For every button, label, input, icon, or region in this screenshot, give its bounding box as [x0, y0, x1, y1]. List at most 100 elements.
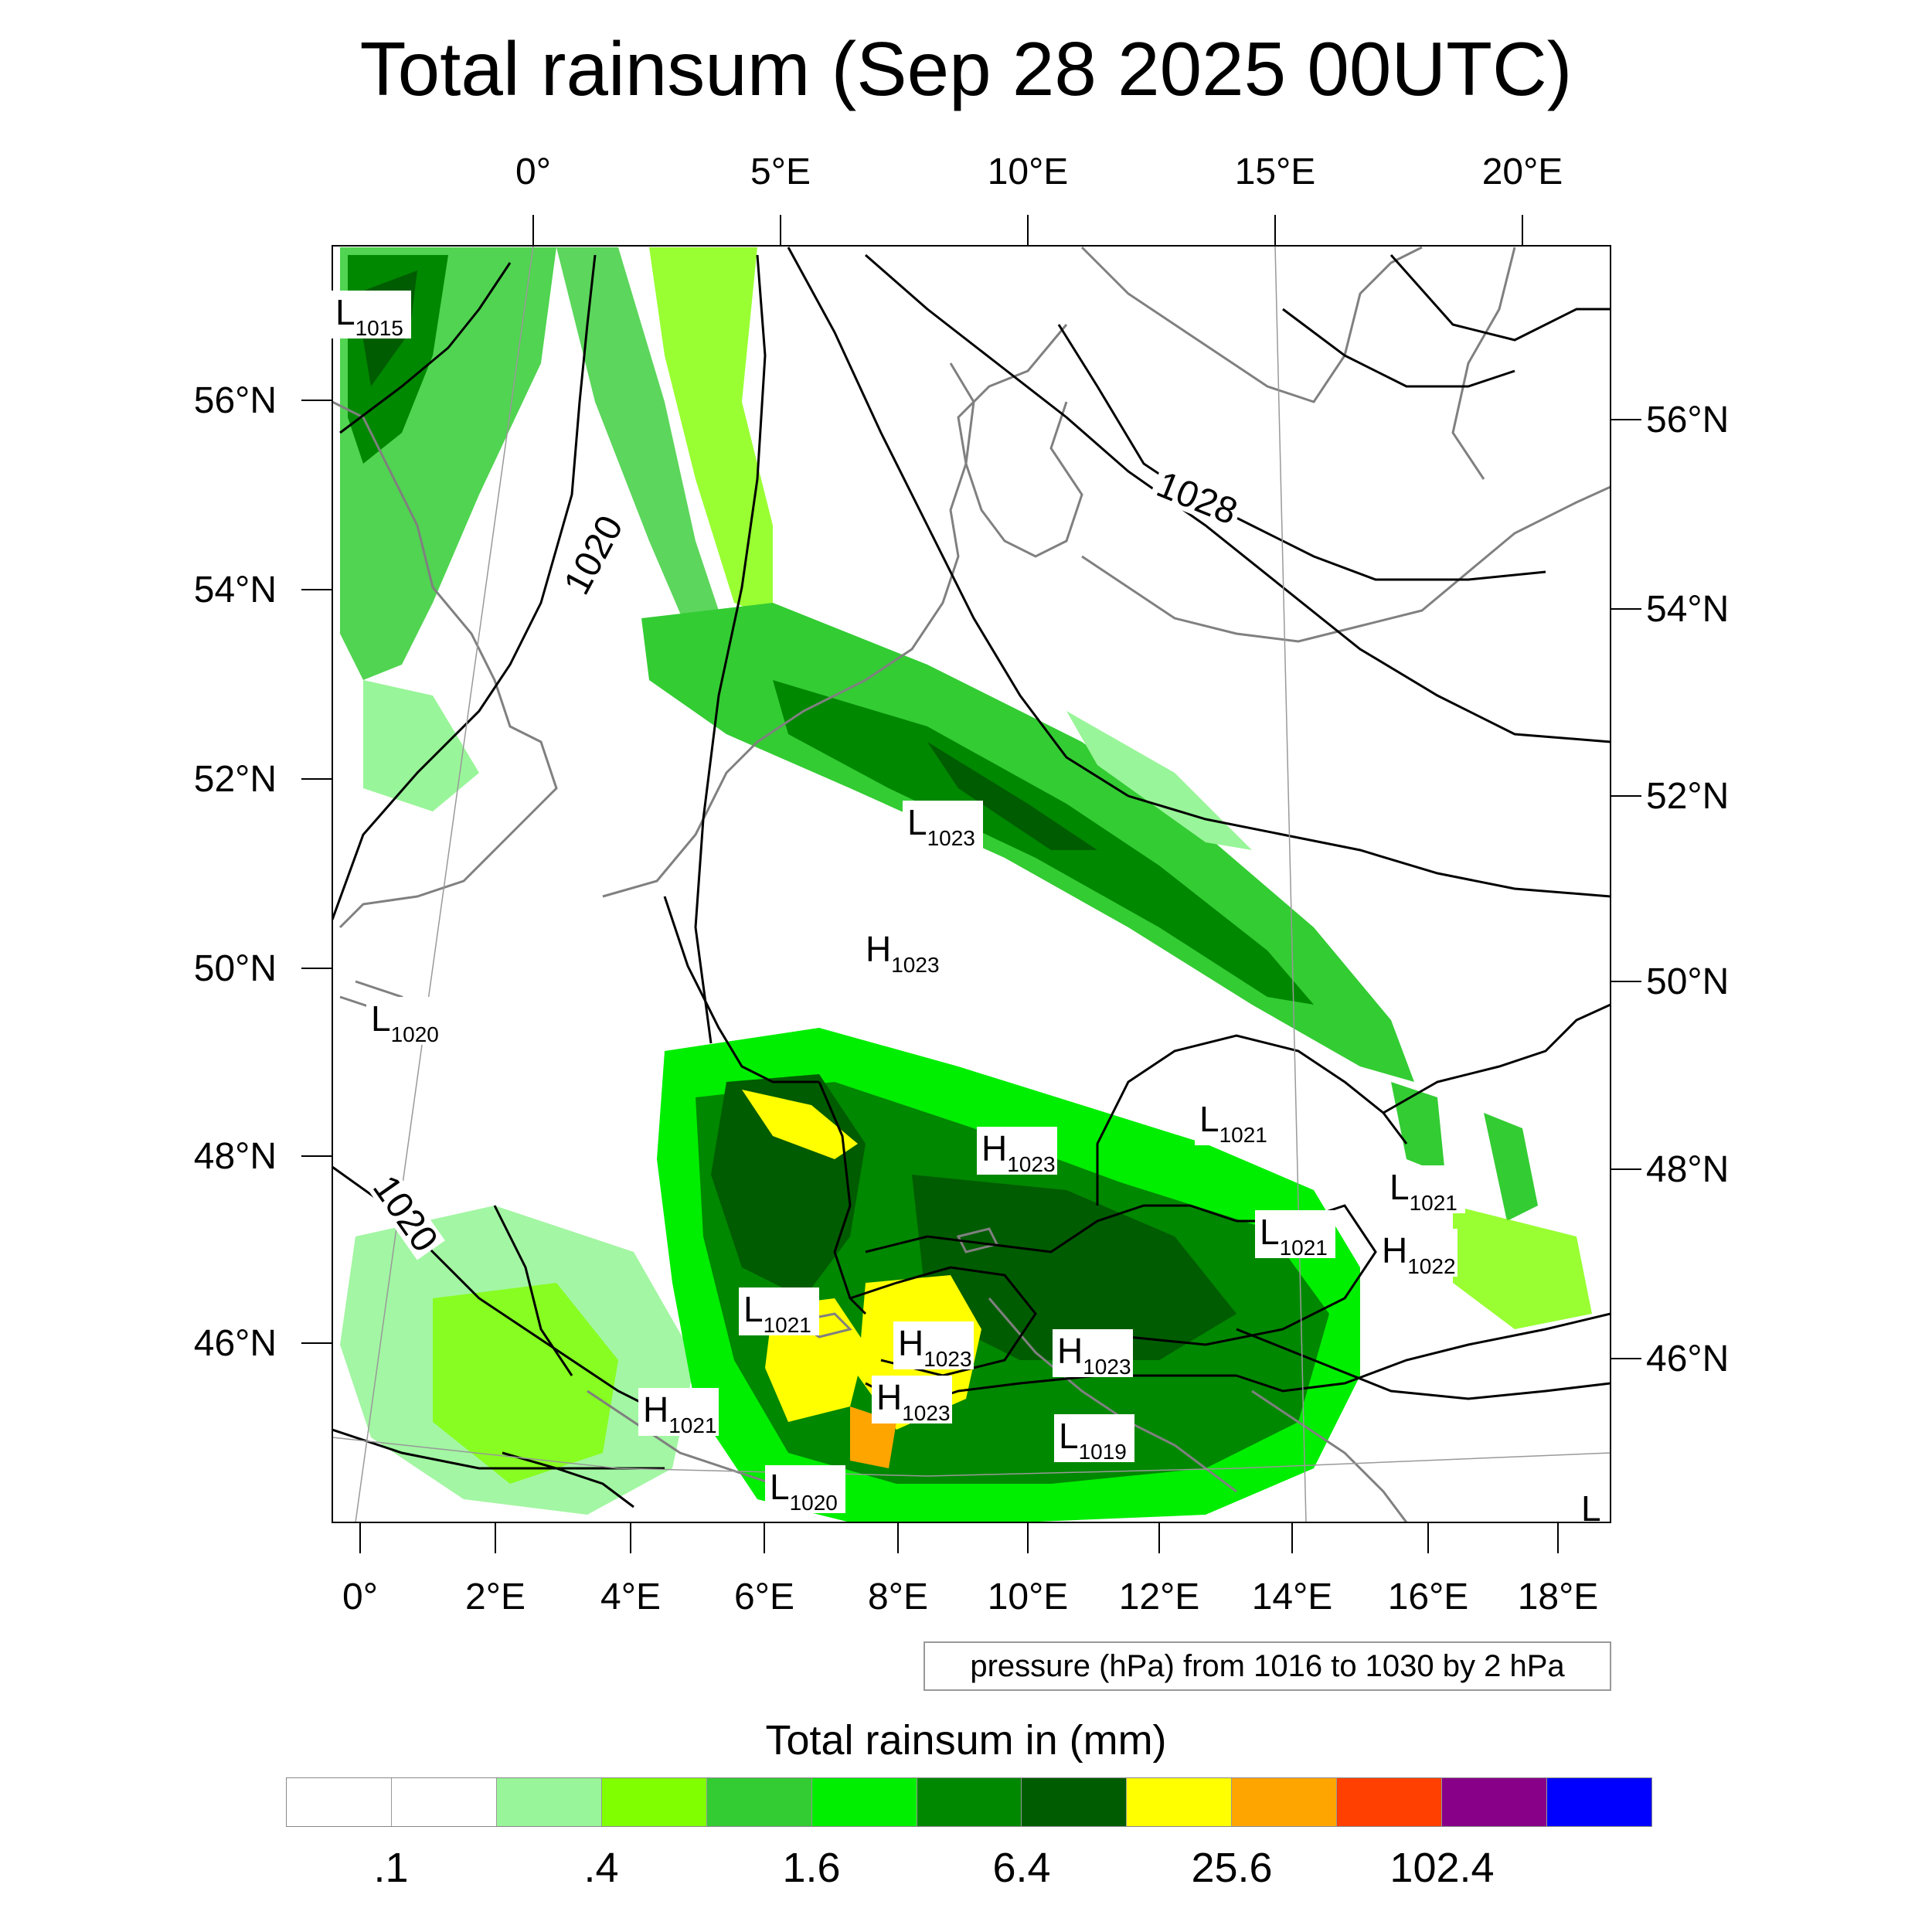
colorbar-label: .1: [373, 1845, 409, 1891]
isobar-label: 1020: [556, 509, 631, 601]
pressure-system-marker: L1020: [366, 997, 447, 1046]
coastline-baltic-south: [1081, 485, 1611, 643]
pressure-system-marker: H1023: [861, 927, 941, 977]
pressure-system-type: H: [866, 929, 891, 969]
pressure-system-value: 1023: [927, 826, 975, 850]
border-france-spain: [502, 1451, 634, 1509]
svg-text:L1015: L1015: [335, 292, 403, 340]
pressure-system-type: H: [1057, 1331, 1083, 1371]
right-lat-label: 50°N: [1646, 961, 1729, 1002]
pressure-system-type: L: [1581, 1488, 1601, 1529]
left-lat-label: 52°N: [194, 759, 277, 800]
pressure-system-type: L: [335, 292, 355, 332]
pressure-system-marker: L1015: [331, 291, 411, 340]
isobar-1022-south: [1236, 1328, 1611, 1400]
right-lat-label: 52°N: [1646, 776, 1729, 817]
pressure-system-marker: H1023: [977, 1127, 1057, 1176]
svg-text:H1023: H1023: [898, 1323, 972, 1371]
top-longitude-labels: 0° 5°E 10°E 15°E 20°E: [515, 151, 1563, 192]
pressure-system-marker: L1019: [1054, 1414, 1134, 1464]
pressure-system-type: H: [898, 1323, 923, 1363]
map-title: Total rainsum (Sep 28 2025 00UTC): [359, 26, 1573, 111]
pressure-system-type: L: [907, 802, 927, 842]
border-france-belgium: [663, 896, 819, 1083]
pressure-system-value: 1023: [923, 1347, 971, 1371]
svg-text:L1021: L1021: [1199, 1099, 1267, 1147]
border-poland: [1383, 1003, 1611, 1114]
border-germany-south: [865, 1204, 1237, 1253]
svg-text:L1020: L1020: [770, 1467, 838, 1515]
rain-field: [340, 247, 1592, 1522]
colorbar-swatch: [917, 1778, 1022, 1826]
colorbar-swatch: [391, 1778, 497, 1826]
border-france-germany: [818, 1081, 867, 1315]
svg-text:L1021: L1021: [1260, 1212, 1328, 1260]
colorbar-label: 1.6: [782, 1845, 841, 1891]
right-latitude-labels: 56°N 54°N 52°N 50°N 48°N 46°N: [1646, 400, 1729, 1379]
pressure-system-type: L: [1260, 1212, 1280, 1252]
pressure-system-marker: L1021: [739, 1287, 819, 1337]
pressure-system-value: 1020: [391, 1022, 439, 1046]
rain-band-streak-1: [556, 247, 726, 649]
isobar-1020-south: [332, 1428, 665, 1470]
coastline-adriatic-east: [1251, 1389, 1408, 1522]
rain-band-streak-2: [649, 247, 773, 618]
colorbar-swatch: [1232, 1778, 1338, 1826]
pressure-system-type: H: [876, 1377, 902, 1417]
right-lat-label: 46°N: [1646, 1338, 1729, 1379]
top-lon-label: 5°E: [750, 151, 811, 192]
border-switzerland: [849, 1266, 1037, 1377]
coastline-denmark: [949, 362, 1083, 558]
svg-text:H1023: H1023: [876, 1377, 951, 1425]
colorbar-label: .4: [583, 1845, 619, 1891]
isobar-label: 1028: [1151, 464, 1243, 532]
right-ticks: [1611, 419, 1641, 1359]
isobar-1022: [787, 247, 1129, 798]
svg-text:L1021: L1021: [1389, 1167, 1458, 1215]
graticule-meridian-15e: [1274, 246, 1307, 1522]
pressure-system-value: 1021: [668, 1413, 716, 1437]
top-ticks: [532, 215, 1523, 246]
rain-mid-east: [1391, 1082, 1445, 1175]
pressure-system-marker: L: [1581, 1488, 1601, 1529]
top-lon-label: 15°E: [1235, 151, 1316, 192]
svg-text:L1023: L1023: [907, 802, 975, 850]
pressure-system-value: 1015: [355, 316, 403, 340]
pressure-system-value: 1021: [1280, 1236, 1328, 1260]
pressure-system-marker: L1021: [1195, 1097, 1275, 1147]
pressure-system-type: L: [743, 1289, 764, 1329]
colorbar-swatch: [706, 1778, 812, 1826]
isobar-1024: [1128, 794, 1611, 898]
colorbar-label: 25.6: [1191, 1845, 1273, 1891]
coastline-baltic-east: [1451, 247, 1516, 480]
rain-band-east: [1066, 711, 1252, 850]
isobar-1028: [1057, 324, 1546, 581]
right-lat-label: 56°N: [1646, 400, 1729, 440]
left-latitude-labels: 56°N 54°N 52°N 50°N 48°N 46°N: [194, 380, 277, 1364]
bottom-lon-label: 2°E: [465, 1577, 526, 1617]
pressure-system-value: 1023: [902, 1401, 950, 1425]
top-lon-label: 20°E: [1482, 151, 1563, 192]
map-frame: [332, 245, 1611, 1523]
rain-mass-alps-dark-2: [912, 1175, 1236, 1360]
rain-heavy-streak: [742, 1090, 858, 1159]
pressure-system-marker: H1023: [893, 1321, 974, 1371]
coastline-britain-east: [332, 400, 558, 929]
isobar-1016-nw: [339, 262, 512, 434]
svg-text:H1023: H1023: [866, 929, 940, 977]
bottom-lon-label: 14°E: [1252, 1577, 1333, 1617]
pressure-system-marker: H1023: [872, 1376, 952, 1425]
bottom-lon-label: 16°E: [1388, 1577, 1469, 1617]
svg-text:H1023: H1023: [981, 1128, 1056, 1176]
legend-title: Total rainsum in (mm): [765, 1717, 1167, 1764]
pressure-system-value: 1023: [1083, 1355, 1131, 1379]
svg-text:L1021: L1021: [743, 1289, 811, 1337]
pressure-system-type: L: [1199, 1099, 1219, 1139]
rain-scatter-south-west-2: [433, 1283, 618, 1484]
pressure-system-marker: L1021: [1255, 1210, 1335, 1260]
left-lat-label: 50°N: [194, 948, 277, 989]
bottom-lon-label: 8°E: [868, 1577, 928, 1617]
isobars: [332, 247, 1611, 1470]
pressure-system-type: L: [770, 1467, 790, 1507]
pressure-system-type: L: [371, 998, 391, 1039]
